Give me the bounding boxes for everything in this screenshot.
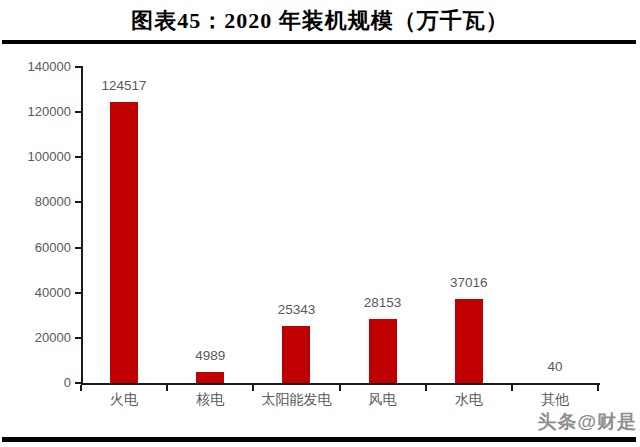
bar-value-label: 25343: [254, 302, 338, 317]
bar-value-label: 28153: [341, 295, 425, 310]
x-axis-line: [81, 383, 600, 385]
y-axis-tick-label: 40000: [9, 285, 71, 301]
y-axis-tick-label: 80000: [9, 194, 71, 210]
x-axis-category-label: 风电: [335, 391, 431, 409]
y-axis-tick-label: 120000: [9, 104, 71, 120]
y-axis-tick: [75, 337, 81, 339]
bar-chart-plot-area: 0 20000 40000 60000 80000 100000 120000 140000 1…: [0, 0, 640, 447]
bar-value-label: 37016: [427, 275, 511, 290]
bar: [369, 319, 397, 383]
y-axis-tick: [75, 247, 81, 249]
y-axis-tick: [75, 292, 81, 294]
x-axis-category-label: 水电: [421, 391, 517, 409]
y-axis-tick-label: 100000: [9, 149, 71, 165]
x-axis-category-label: 核电: [162, 391, 258, 409]
y-axis-tick: [75, 111, 81, 113]
x-axis-category-label: 太阳能发电: [248, 391, 344, 409]
bar-value-label: 124517: [82, 78, 166, 93]
bar: [455, 299, 483, 383]
y-axis-tick-label: 0: [9, 375, 71, 391]
y-axis-tick: [75, 201, 81, 203]
y-axis-tick-label: 60000: [9, 240, 71, 256]
bar: [196, 372, 224, 383]
y-axis-tick: [75, 66, 81, 68]
y-axis-tick: [75, 382, 81, 384]
x-axis-category-label: 其他: [507, 391, 603, 409]
watermark-text: 头条@财是: [537, 409, 637, 435]
bar: [110, 102, 138, 383]
y-axis-line: [81, 66, 83, 384]
bar: [282, 326, 310, 383]
y-axis-tick: [75, 156, 81, 158]
footer-divider-rule: [2, 437, 636, 442]
y-axis-tick-label: 20000: [9, 330, 71, 346]
y-axis-tick-label: 140000: [9, 59, 71, 75]
figure: 图表45：2020 年装机规模（万千瓦） 0200004000060000800…: [0, 0, 640, 447]
x-axis-category-label: 火电: [76, 391, 172, 409]
bar-value-label: 40: [513, 359, 597, 374]
bar-value-label: 4989: [168, 348, 252, 363]
